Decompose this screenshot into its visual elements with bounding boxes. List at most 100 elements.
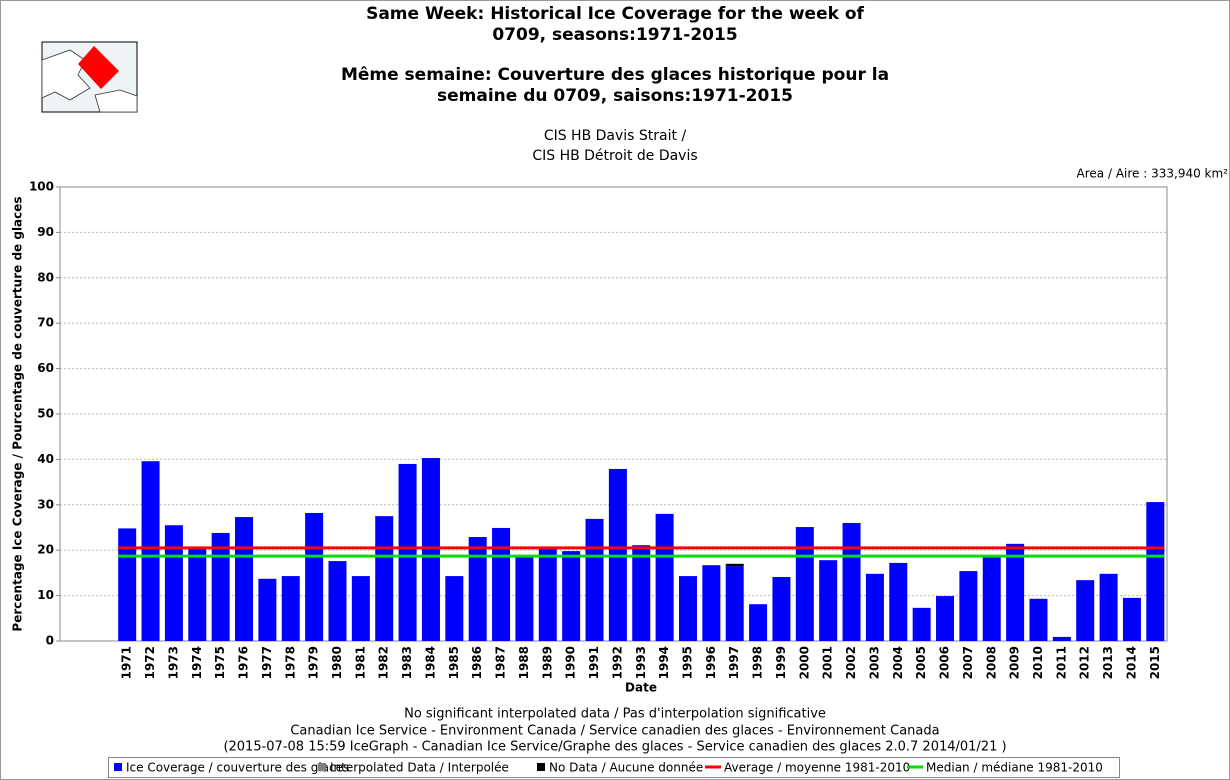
bar [468,537,487,641]
x-tick-label: 1981 [353,646,367,679]
bar [515,556,534,641]
bar [725,563,744,567]
x-tick-label: 1977 [260,646,274,679]
bar [585,518,604,641]
bar [959,571,978,641]
legend [108,757,1120,778]
title-fr: Même semaine: Couverture des glaces hist… [341,65,889,85]
x-tick-label: 2009 [1008,646,1022,679]
x-tick-label: 1991 [587,646,601,679]
bar [351,576,370,641]
y-tick-label: 80 [37,270,54,284]
title-fr: semaine du 0709, saisons:1971-2015 [437,86,793,106]
bar [118,528,137,641]
y-tick-label: 100 [29,180,54,194]
map-thumbnail [41,41,138,113]
x-axis-label: Date [625,681,657,695]
x-tick-label: 2015 [1148,646,1162,679]
x-tick-label: 1971 [120,646,134,679]
x-tick-label: 1983 [400,646,414,679]
bar [1029,598,1048,641]
legend-label: Median / médiane 1981-2010 [926,761,1103,775]
bar [655,513,674,641]
x-tick-label: 1994 [657,646,671,679]
subtitle: CIS HB Davis Strait / [544,128,687,144]
bar [281,576,300,641]
bar [842,522,861,641]
bar [445,576,464,641]
legend-label: No Data / Aucune donnée [549,761,703,775]
x-tick-label: 1975 [213,646,227,679]
footer: (2015-07-08 15:59 IceGraph - Canadian Ic… [223,740,1006,755]
bar [795,527,814,641]
legend-swatch [318,763,326,771]
legend-swatch [114,763,122,771]
legend-label: Interpolated Data / Interpolée [330,761,509,775]
x-tick-label: 1990 [564,646,578,679]
legend-label: Ice Coverage / couverture des glaces [126,761,349,775]
x-tick-label: 1988 [517,646,531,679]
bar [1052,636,1071,641]
y-tick-label: 50 [37,407,54,421]
bar [936,596,955,641]
subtitle: CIS HB Détroit de Davis [532,148,697,164]
bar [982,557,1001,641]
x-tick-label: 2010 [1031,646,1045,679]
x-tick-label: 2005 [914,646,928,679]
x-tick-label: 1999 [774,646,788,679]
bar [1099,573,1118,641]
x-tick-label: 2003 [867,646,881,679]
x-tick-label: 1993 [634,646,648,679]
x-tick-label: 1986 [470,646,484,679]
bar [772,576,791,641]
bar [1006,543,1025,641]
legend-label: Average / moyenne 1981-2010 [724,761,910,775]
bar [562,551,581,641]
x-tick-label: 1984 [423,646,437,679]
title: 0709, seasons:1971-2015 [492,25,737,45]
x-tick-label: 2014 [1124,646,1138,679]
bar [258,578,277,641]
bar [865,573,884,641]
y-tick-label: 70 [37,316,54,330]
bar [702,565,721,641]
x-tick-label: 2006 [938,646,952,679]
bar [1076,580,1095,641]
x-tick-label: 2012 [1078,646,1092,679]
x-tick-label: 1972 [143,646,157,679]
x-tick-label: 1979 [307,646,321,679]
y-axis-label: Percentage Ice Coverage / Pourcentage de… [11,196,25,631]
x-tick-label: 1996 [704,646,718,679]
x-tick-label: 1980 [330,646,344,679]
bar [305,512,324,641]
bar [538,548,557,641]
bar [188,547,207,641]
bar [725,566,744,641]
bar [632,545,651,641]
y-tick-label: 0 [46,634,54,648]
bar [398,463,417,641]
x-tick-label: 1989 [540,646,554,679]
bar [141,461,160,641]
legend-swatch [537,763,545,771]
x-tick-label: 1998 [751,646,765,679]
x-tick-label: 1974 [190,646,204,679]
y-tick-label: 40 [37,452,54,466]
y-tick-label: 20 [37,543,54,557]
footer: No significant interpolated data / Pas d… [404,707,826,722]
x-tick-label: 1987 [494,646,508,679]
x-tick-label: 1995 [680,646,694,679]
footer: Canadian Ice Service - Environment Canad… [290,724,939,739]
bar [375,516,394,641]
y-tick-label: 30 [37,497,54,511]
bar [421,458,440,641]
bar [211,532,230,641]
x-tick-label: 2008 [984,646,998,679]
bar [678,576,697,641]
x-tick-label: 2004 [891,646,905,679]
bar [1146,502,1165,641]
bar [164,525,183,641]
bar [749,604,768,641]
y-tick-label: 60 [37,361,54,375]
